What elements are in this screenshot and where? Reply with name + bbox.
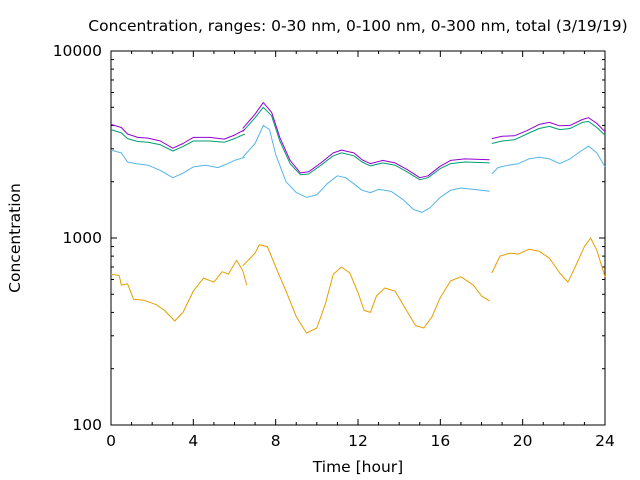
axis-ticks: [110, 51, 606, 426]
series-line-segment: [242, 124, 490, 213]
series-line-segment: [491, 117, 606, 140]
series-line-segment: [242, 102, 490, 179]
series-line-segment: [110, 129, 246, 152]
series-line-segment: [110, 149, 245, 179]
x-tick-label: 16: [430, 432, 450, 450]
y-tick-label: 10000: [53, 42, 102, 60]
series-line-segment: [242, 106, 490, 181]
plot-frame: [110, 50, 606, 426]
series-line-segment: [491, 121, 606, 144]
series-line-segment: [491, 145, 606, 175]
series-0: [110, 237, 606, 334]
y-tick-label: 100: [72, 416, 102, 434]
x-tick-label: 12: [348, 432, 368, 450]
y-tick-label: 1000: [63, 229, 102, 247]
y-axis-label: Concentration: [6, 183, 24, 293]
series-line-segment: [110, 259, 248, 322]
series-1: [110, 124, 606, 213]
x-tick-label: 0: [106, 432, 116, 450]
x-axis-label: Time [hour]: [312, 458, 403, 476]
chart-title: Concentration, ranges: 0-30 nm, 0-100 nm…: [88, 17, 627, 35]
x-tick-label: 8: [271, 432, 281, 450]
x-tick-label: 24: [595, 432, 615, 450]
series-2: [110, 106, 606, 181]
tick-labels: 0 4 8 12 16 20 24 100 1000 10000: [53, 42, 615, 450]
series-3: [110, 102, 606, 179]
x-tick-label: 20: [513, 432, 533, 450]
series-line-segment: [491, 237, 606, 283]
series-line-segment: [242, 244, 490, 334]
series-layer: [110, 102, 606, 334]
x-tick-label: 4: [188, 432, 198, 450]
series-line-segment: [110, 123, 246, 149]
